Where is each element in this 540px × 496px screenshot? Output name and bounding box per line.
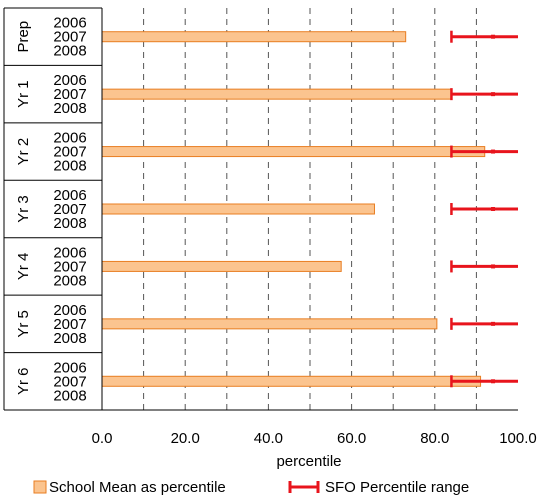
year-label: 2008 <box>53 100 86 117</box>
x-tick-label: 100.0 <box>499 430 537 447</box>
x-tick-label: 60.0 <box>337 430 366 447</box>
group-label: Yr 3 <box>15 195 32 223</box>
range-mid-marker <box>491 207 496 211</box>
x-axis-label: percentile <box>276 453 341 470</box>
range-mid-marker <box>491 149 496 154</box>
legend-swatch-mean <box>33 480 47 494</box>
group-label: Yr 5 <box>15 310 32 338</box>
x-tick-label: 40.0 <box>254 430 283 447</box>
year-label: 2007 <box>53 316 86 333</box>
year-label: 2007 <box>53 258 86 275</box>
mean-bars <box>101 31 486 387</box>
group-label: Yr 2 <box>15 138 32 166</box>
range-markers <box>450 30 518 388</box>
group-label: Yr 1 <box>15 80 32 108</box>
year-label: 2008 <box>53 272 86 289</box>
year-label: 2006 <box>53 302 86 319</box>
x-tick-label: 0.0 <box>92 430 113 447</box>
year-label: 2006 <box>53 187 86 204</box>
legend-label-range: SFO Percentile range <box>325 479 469 496</box>
mean-bar <box>101 375 482 387</box>
x-tick-label: 20.0 <box>171 430 200 447</box>
mean-bar <box>101 88 452 100</box>
year-label: 2007 <box>53 86 86 103</box>
year-label: 2006 <box>53 72 86 89</box>
range-mid-marker <box>491 34 496 39</box>
year-label: 2006 <box>53 15 86 32</box>
year-label: 2008 <box>53 43 86 60</box>
year-label: 2008 <box>53 158 86 175</box>
range-mid-marker <box>491 379 496 384</box>
range-mid-marker <box>491 264 496 269</box>
legend-swatch-range <box>288 481 320 493</box>
x-tick-label: 80.0 <box>420 430 449 447</box>
x-tick-labels: 0.0 20.0 40.0 60.0 80.0 100.0 <box>92 430 537 447</box>
axes <box>3 7 518 411</box>
group-label: Prep <box>15 21 32 53</box>
legend: School Mean as percentile SFO Percentile… <box>33 479 469 496</box>
group-label: Yr 4 <box>15 253 32 281</box>
year-label: 2007 <box>53 373 86 390</box>
year-label: 2007 <box>53 29 86 46</box>
range-mid-marker <box>491 321 496 326</box>
year-label: 2008 <box>53 215 86 232</box>
year-label: 2006 <box>53 130 86 147</box>
year-label: 2006 <box>53 359 86 376</box>
group-label: Yr 6 <box>15 368 32 396</box>
year-label: 2007 <box>53 144 86 161</box>
legend-label-mean: School Mean as percentile <box>49 479 226 496</box>
mean-bar <box>101 318 438 330</box>
mean-bar <box>101 31 407 43</box>
year-label: 2008 <box>53 387 86 404</box>
range-mid-marker <box>491 92 496 97</box>
mean-bar <box>101 203 375 215</box>
mean-bar <box>101 260 342 272</box>
year-label: 2007 <box>53 201 86 218</box>
year-label: 2006 <box>53 244 86 261</box>
year-label: 2008 <box>53 330 86 347</box>
mean-bar <box>101 146 486 158</box>
